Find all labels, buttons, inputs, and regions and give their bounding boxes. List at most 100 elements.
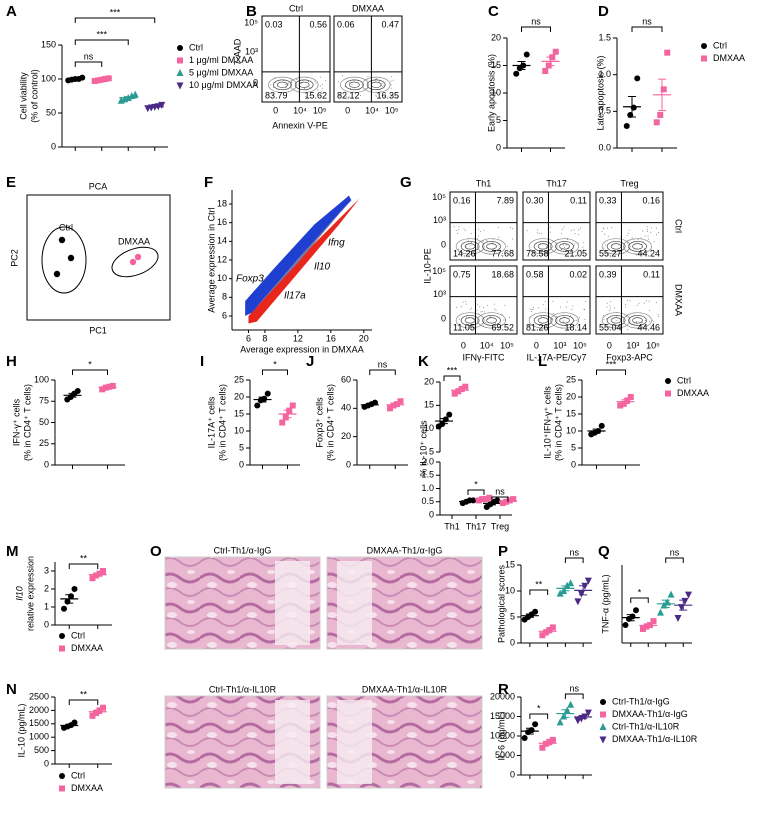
event-dot <box>366 79 368 81</box>
event-dot <box>529 308 531 310</box>
y-axis-label: IL-10-PE <box>422 248 432 284</box>
quadrant-label: 0.16 <box>642 195 660 205</box>
y-tick-label: 0 <box>44 758 49 768</box>
quadrant-label: 0.39 <box>599 269 617 279</box>
y-axis-label: (% of control) <box>29 69 39 123</box>
panel-letter: D <box>598 3 609 20</box>
event-dot <box>319 85 321 87</box>
data-point <box>100 568 106 574</box>
y-tick-label: 10 <box>491 87 501 97</box>
event-dot <box>628 229 630 231</box>
event-dot <box>653 321 655 323</box>
event-dot <box>584 319 586 321</box>
data-point <box>574 598 582 606</box>
data-point <box>394 401 400 408</box>
group-label: DMXAA <box>118 236 150 246</box>
y-tick-label: 40 <box>341 403 351 413</box>
error-bar <box>68 392 77 398</box>
down-genes <box>248 198 360 324</box>
data-point <box>176 82 184 90</box>
event-dot <box>567 252 569 254</box>
event-dot <box>532 309 534 311</box>
event-dot <box>531 309 533 311</box>
event-dot <box>338 95 340 97</box>
error-bar <box>543 741 552 746</box>
lumen <box>275 700 310 784</box>
data-point <box>640 625 646 632</box>
y-axis-label: (% in CD4⁺ T cells) <box>217 384 227 461</box>
quadrant-label: 0.58 <box>526 269 544 279</box>
event-dot <box>570 229 572 231</box>
event-dot <box>317 89 319 91</box>
contour <box>555 315 574 326</box>
y-tick-label: 5 <box>510 611 515 621</box>
data-point <box>532 608 539 615</box>
event-dot <box>608 310 610 312</box>
plot-frame <box>333 15 403 103</box>
y-tick-label: 1 <box>44 601 49 611</box>
event-dot <box>653 240 655 242</box>
y-tick-label: 20000 <box>490 691 515 701</box>
event-dot <box>337 95 339 97</box>
event-dot <box>638 303 640 305</box>
event-dot <box>615 319 617 321</box>
event-dot <box>465 245 467 247</box>
event-dot <box>471 242 473 244</box>
x-tick-label: 10⁵ <box>385 105 399 115</box>
event-dot <box>304 88 306 90</box>
y-tick-label: 1.5 <box>598 32 611 42</box>
data-point <box>665 378 671 384</box>
event-dot <box>473 318 475 320</box>
significance-label: * <box>273 359 277 369</box>
event-dot <box>465 303 467 305</box>
event-dot <box>512 228 514 230</box>
event-dot <box>552 312 554 314</box>
y-tick-label: 10000 <box>490 730 515 740</box>
event-dot <box>321 87 323 89</box>
event-dot <box>344 86 346 88</box>
event-dot <box>574 243 576 245</box>
event-dot <box>540 315 542 317</box>
gene-label: Ifng <box>328 238 345 249</box>
panel-letter: E <box>6 174 16 191</box>
sample-point <box>134 253 142 261</box>
x-tick-label: 10⁵ <box>573 340 587 350</box>
data-point <box>657 608 664 616</box>
event-dot <box>485 322 487 324</box>
event-dot <box>321 84 323 86</box>
contour <box>533 241 553 252</box>
error-bar <box>464 500 472 503</box>
event-dot <box>610 301 612 303</box>
event-dot <box>563 226 565 228</box>
event-dot <box>572 305 574 307</box>
event-dot <box>381 86 383 88</box>
event-dot <box>648 309 650 311</box>
data-point <box>462 383 469 390</box>
y-tick-label: 0 <box>441 239 446 249</box>
row-title: Ctrl <box>674 219 684 233</box>
event-dot <box>495 309 497 311</box>
event-dot <box>342 75 344 77</box>
x-tick-label: 0 <box>345 105 350 115</box>
event-dot <box>642 241 644 243</box>
data-point <box>158 101 166 109</box>
x-tick-label: 0 <box>607 340 612 350</box>
event-dot <box>613 307 615 309</box>
sample-point <box>129 258 137 266</box>
quadrant-label: 0.30 <box>526 195 544 205</box>
event-dot <box>390 80 392 82</box>
data-point <box>513 70 520 77</box>
data-point <box>701 43 707 49</box>
event-dot <box>606 306 608 308</box>
panel-letter: J <box>306 353 314 370</box>
x-axis-label: IL-17A-PE/Cy7 <box>526 352 586 362</box>
data-point <box>650 618 657 625</box>
y-tick-label: 10 <box>424 423 434 433</box>
data-point <box>451 390 458 397</box>
error-bar <box>579 585 588 596</box>
panel-letter: M <box>6 543 19 560</box>
event-dot <box>636 304 638 306</box>
y-tick-label: 15 <box>234 408 244 418</box>
panel-letter: O <box>150 543 162 560</box>
quadrant-label: 69.52 <box>491 322 514 332</box>
